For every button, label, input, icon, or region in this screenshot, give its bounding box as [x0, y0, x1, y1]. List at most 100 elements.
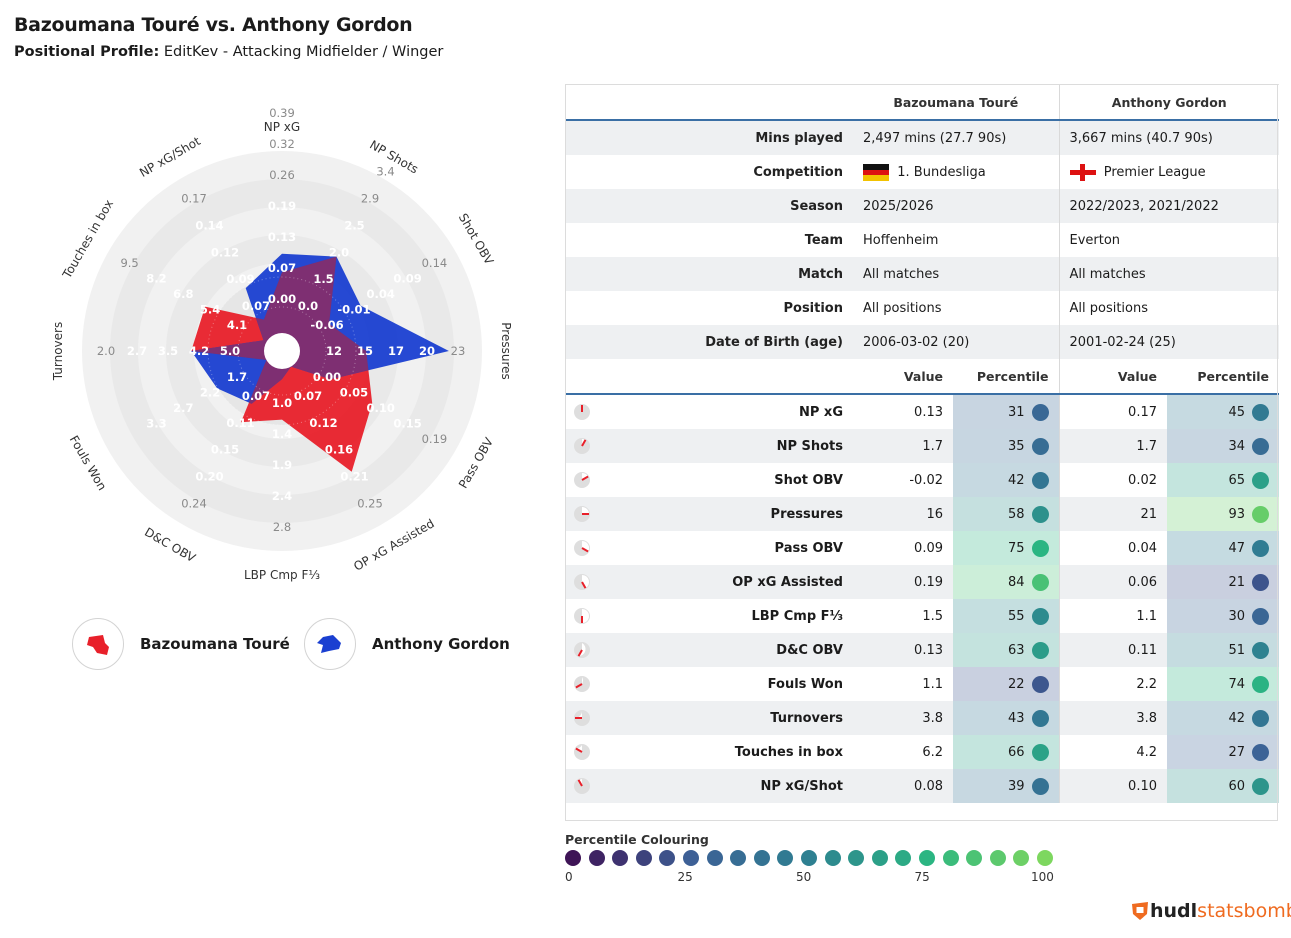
player1-percentile: 75	[953, 531, 1059, 565]
player2-value: 0.11	[1058, 633, 1167, 667]
player1-value: 3.8	[853, 701, 953, 735]
brand-part2: statsbomb	[1197, 900, 1291, 922]
percentile-dot	[1031, 471, 1049, 489]
player1-percentile: 63	[953, 633, 1059, 667]
info-player1: All matches	[853, 257, 1059, 291]
scale-dot	[895, 850, 912, 866]
info-player1: 2,497 mins (27.7 90s)	[853, 120, 1059, 155]
info-player2: Premier League	[1058, 155, 1279, 189]
radar-tick-label: 1.4	[272, 427, 292, 441]
radar-axis-label: Turnovers	[51, 322, 65, 381]
radar-tick-label: 12	[326, 344, 342, 358]
scale-dot	[942, 850, 959, 866]
legend-player1-name: Bazoumana Touré	[140, 635, 290, 653]
percentile-dot	[1252, 403, 1269, 421]
metric-pie-icon	[574, 438, 590, 454]
radar-tick-label: -0.01	[337, 303, 370, 317]
metric-pie-icon	[574, 404, 590, 420]
player1-percentile: 58	[953, 497, 1059, 531]
metric-name: OP xG Assisted	[603, 565, 853, 599]
germany-flag-icon	[863, 163, 889, 181]
metric-row: Touches in box 6.2 66 4.2 27	[565, 735, 1279, 769]
info-row: Season 2025/2026 2022/2023, 2021/2022	[565, 189, 1279, 223]
scale-dot	[659, 850, 676, 866]
percentile-dot	[1252, 675, 1269, 693]
info-row: Date of Birth (age) 2006-03-02 (20) 2001-0…	[565, 325, 1279, 359]
player1-percentile: 43	[953, 701, 1059, 735]
info-player2: All matches	[1058, 257, 1279, 291]
percentile-dot	[1031, 607, 1049, 625]
radar-tick-label: 2.0	[97, 344, 115, 358]
radar-axis-label: NP xG	[264, 120, 300, 134]
percentile-scale: Percentile Colouring 0 25 50 75 100	[565, 832, 1054, 884]
scale-title: Percentile Colouring	[565, 832, 709, 847]
metric-pie-icon	[574, 506, 590, 522]
player2-percentile: 42	[1167, 701, 1279, 735]
radar-tick-label: 8.2	[146, 272, 166, 286]
player2-radar-icon	[304, 618, 356, 670]
player1-percentile: 66	[953, 735, 1059, 769]
scale-dot	[777, 850, 794, 866]
radar-tick-label: 0.19	[422, 432, 448, 446]
metric-name: Pass OBV	[774, 540, 843, 556]
radar-tick-label: 23	[451, 344, 466, 358]
radar-tick-label: 0.24	[181, 496, 207, 510]
radar-tick-label: 0.39	[269, 106, 295, 120]
radar-tick-label: 5.0	[220, 344, 240, 358]
metric-row: D&C OBV 0.13 63 0.11 51	[565, 633, 1279, 667]
info-player1: 2006-03-02 (20)	[853, 325, 1059, 359]
page-subtitle: Positional Profile: EditKev - Attacking …	[14, 44, 443, 60]
info-player2: Everton	[1058, 223, 1279, 257]
info-label: Mins played	[603, 120, 853, 155]
metric-name: Pressures	[603, 497, 853, 531]
player2-percentile: 27	[1167, 735, 1279, 769]
player2-value: 0.06	[1058, 565, 1167, 599]
scale-dot	[635, 850, 652, 866]
radar-tick-label: 1.9	[272, 458, 292, 472]
percentile-dot	[1252, 607, 1269, 625]
radar-tick-label: 9.5	[120, 256, 138, 270]
radar-tick-label: 3.5	[158, 344, 178, 358]
player1-percentile: 39	[953, 769, 1059, 803]
scale-dot	[612, 850, 629, 866]
player1-value: 0.19	[853, 565, 953, 599]
scale-dot	[1013, 850, 1030, 866]
player2-percentile: 60	[1167, 769, 1279, 803]
player2-header: Anthony Gordon	[1058, 84, 1279, 121]
metric-name: D&C OBV	[603, 633, 853, 667]
scale-dot	[871, 850, 888, 866]
radar-tick-label: 1.5	[313, 272, 333, 286]
percentile-dot	[1031, 709, 1049, 727]
scale-dot	[966, 850, 983, 866]
radar-tick-label: 3.3	[146, 417, 166, 431]
legend-player2-name: Anthony Gordon	[372, 635, 510, 653]
radar-tick-label: 4.2	[189, 344, 209, 358]
scale-dot	[918, 850, 935, 866]
info-player1: All positions	[863, 300, 942, 316]
metric-pie-icon	[574, 608, 590, 624]
scale-dots	[565, 850, 1060, 866]
player1-percentile: 42	[953, 463, 1059, 497]
info-player2: All positions	[1058, 291, 1279, 325]
radar-axis-label: Pass OBV	[456, 435, 496, 491]
radar-tick-label: 2.7	[173, 401, 193, 415]
radar-tick-label: 0.14	[195, 218, 223, 232]
metric-pie-icon	[574, 710, 590, 726]
info-row: Mins played 2,497 mins (27.7 90s) 3,667 mi…	[565, 120, 1279, 155]
player2-percentile: 47	[1167, 531, 1279, 565]
radar-tick-label: 0.13	[268, 230, 296, 244]
radar-tick-label: 0.00	[313, 370, 341, 384]
scale-tick: 25	[677, 870, 693, 884]
value-header-1: Value	[853, 359, 953, 395]
radar-tick-label: 6.8	[173, 287, 193, 301]
metric-row: Fouls Won 1.1 22 2.2 74	[565, 667, 1279, 701]
radar-tick-label: 0.16	[325, 443, 353, 457]
scale-dot	[588, 850, 605, 866]
player2-percentile: 45	[1167, 394, 1279, 429]
radar-tick-label: 0.00	[268, 292, 296, 306]
player1-radar-icon	[72, 618, 124, 670]
scale-dot	[848, 850, 865, 866]
radar-tick-label: 0.09	[226, 272, 254, 286]
radar-tick-label: 17	[388, 344, 404, 358]
player1-value: -0.02	[909, 472, 943, 488]
